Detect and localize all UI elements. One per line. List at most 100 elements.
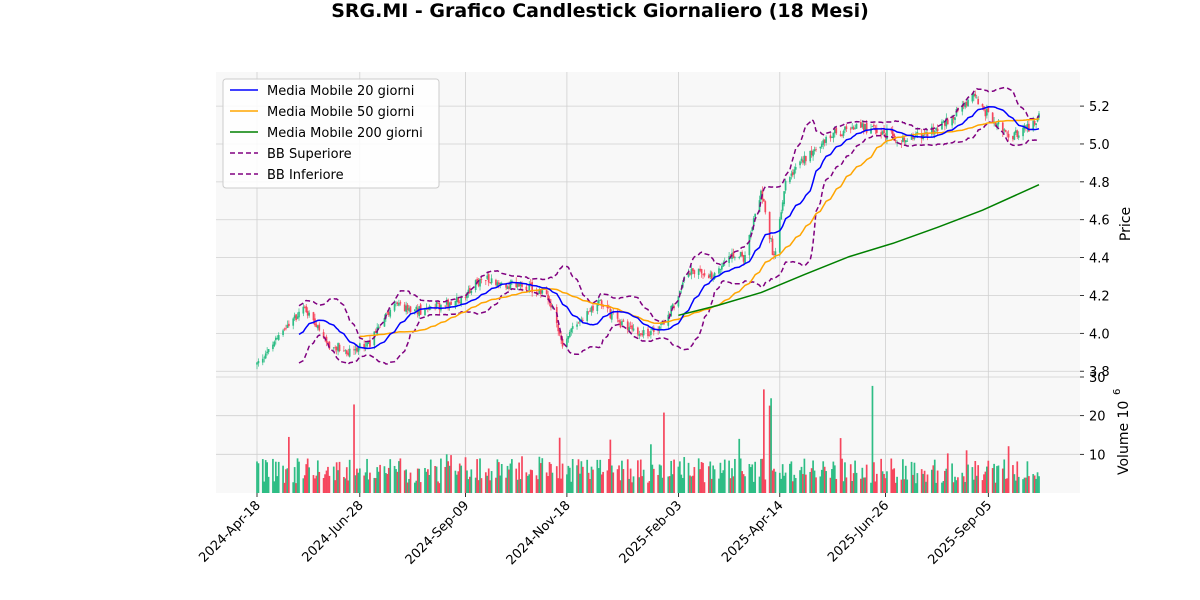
volume-bar <box>1006 478 1008 493</box>
volume-bar <box>303 475 306 493</box>
volume-bar <box>480 478 483 493</box>
volume-bar <box>516 479 519 493</box>
candle <box>353 345 355 355</box>
candle-body <box>1013 132 1016 140</box>
volume-bar <box>1003 459 1006 493</box>
candle-body <box>409 306 412 313</box>
candle-body <box>862 123 865 131</box>
candle-body <box>1032 120 1035 131</box>
volume-bar <box>406 482 409 493</box>
candle-body <box>479 278 481 287</box>
volume-bar <box>477 480 480 493</box>
candle-body <box>257 361 260 364</box>
volume-bar <box>335 462 338 493</box>
candle <box>516 283 519 290</box>
legend-item-ma50: Media Mobile 50 giorni <box>230 105 414 120</box>
candle <box>406 303 409 314</box>
candle <box>285 324 287 331</box>
candle-body <box>469 288 471 294</box>
volume-bar <box>490 471 493 493</box>
volume-bar <box>831 469 833 493</box>
volume-axis-exponent: 6 <box>1112 389 1123 395</box>
volume-bar <box>571 459 574 493</box>
volume-bar <box>906 479 909 493</box>
price-tick-label: 4.4 <box>1089 252 1110 267</box>
volume-bar <box>689 475 691 493</box>
candle <box>647 325 649 339</box>
volume-bar <box>813 470 816 493</box>
volume-bar <box>541 458 544 493</box>
candle-body <box>845 126 848 130</box>
candle-body <box>367 341 370 344</box>
volume-bar <box>363 475 366 493</box>
volume-bar <box>771 470 774 493</box>
volume-bar <box>535 475 538 493</box>
volume-bar <box>1014 480 1017 493</box>
candle <box>264 350 267 360</box>
volume-bar <box>458 463 461 493</box>
candle <box>984 107 987 121</box>
candle <box>263 355 266 363</box>
candle-body <box>774 251 777 255</box>
volume-bar <box>700 462 703 493</box>
candle-body <box>332 347 335 349</box>
volume-bar <box>881 471 884 493</box>
candle-body <box>768 211 771 240</box>
candle-body <box>590 306 593 313</box>
volume-bar <box>444 466 447 493</box>
candle <box>1004 129 1007 133</box>
volume-bar <box>455 474 458 493</box>
volume-bar <box>883 473 885 493</box>
candle <box>487 272 490 287</box>
candle <box>538 287 541 295</box>
candle-body <box>764 201 767 213</box>
candle-body <box>396 302 399 304</box>
candle <box>738 256 741 260</box>
volume-bar <box>671 474 674 493</box>
candle-body <box>894 140 897 142</box>
candle-body <box>1006 132 1008 134</box>
candle <box>589 307 591 312</box>
volume-bar <box>1023 477 1026 493</box>
legend-item-ma200: Media Mobile 200 giorni <box>230 126 423 141</box>
candle-body <box>851 126 854 129</box>
candle-body <box>760 190 762 200</box>
volume-bar <box>984 471 987 493</box>
volume-bar <box>697 458 700 493</box>
volume-bar <box>276 476 279 493</box>
candle-body <box>379 326 381 328</box>
price-axis: 3.8 4.0 4.2 4.4 4.6 4.8 5.0 5.2 <box>1080 100 1110 380</box>
volume-bar <box>283 482 286 493</box>
volume-bar <box>538 456 541 493</box>
volume-bar <box>486 475 489 493</box>
candle <box>642 326 645 339</box>
volume-bar <box>484 472 487 493</box>
candle <box>967 97 969 107</box>
candle <box>815 146 817 152</box>
candle <box>1033 119 1036 127</box>
candle <box>1001 120 1004 137</box>
volume-bar <box>612 472 615 493</box>
candle-body <box>809 150 812 162</box>
volume-bar <box>748 463 751 493</box>
volume-bar <box>383 466 386 493</box>
volume-bar <box>302 478 305 493</box>
candle-body <box>418 306 421 316</box>
candle-body <box>1017 135 1020 138</box>
volume-bar <box>424 467 426 493</box>
legend-label-ma20: Media Mobile 20 giorni <box>267 84 414 99</box>
volume-bar <box>415 480 418 493</box>
volume-bar <box>616 469 619 493</box>
candle-body <box>277 335 280 340</box>
volume-bar <box>862 477 865 493</box>
candle-body <box>415 306 418 310</box>
candle-body <box>364 347 367 348</box>
candle-body <box>870 128 872 134</box>
volume-bars <box>256 385 1040 493</box>
volume-bar <box>273 481 276 493</box>
candle-body <box>791 172 794 176</box>
volume-bar <box>348 459 351 493</box>
candle-body <box>972 93 975 97</box>
candle <box>399 300 402 306</box>
volume-bar <box>566 474 568 493</box>
